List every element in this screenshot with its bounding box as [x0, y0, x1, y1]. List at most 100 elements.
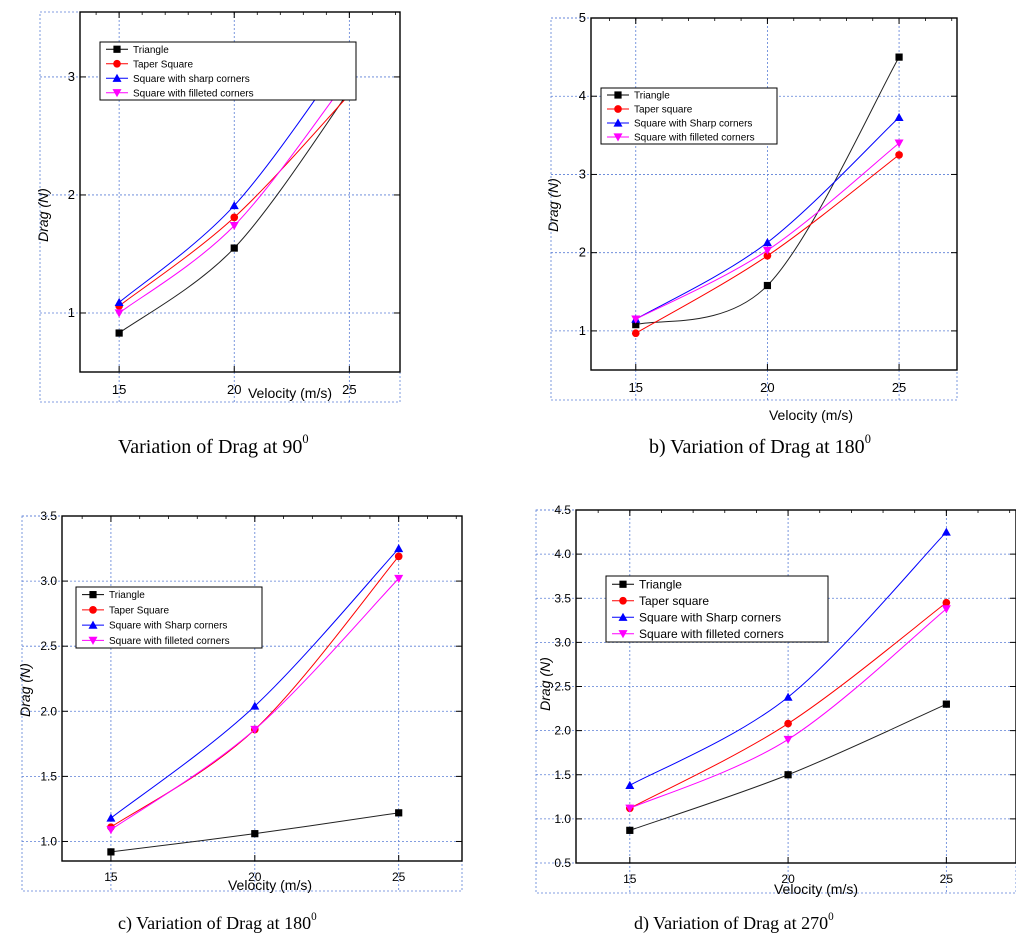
chart-c-legend-marker: [88, 620, 98, 629]
chart-b-data-point: [763, 281, 772, 290]
chart-c-data-point: [395, 809, 403, 817]
chart-c-data-point: [394, 544, 404, 553]
chart-panel-d: 0.5 1.0 1.5 2.0 2.5 3.0 3.5 4.0 4.5 15 20 25 Velocit…: [516, 500, 1016, 944]
chart-b-legend-label: Taper square: [634, 105, 693, 116]
chart-c-x-tick-label: 20: [248, 870, 262, 884]
chart-b-x-axis-label: Velocity (m/s): [769, 407, 853, 423]
chart-c-legend-label: Taper Square: [109, 605, 169, 616]
chart-c-legend-marker: [88, 636, 98, 645]
chart-d-series-0: [626, 700, 950, 834]
chart-a-y-tick-label: 3: [68, 69, 75, 84]
chart-c-data-point: [106, 826, 116, 835]
chart-d-data-point: [942, 700, 950, 708]
chart-b-svg: 1 2 3 4 5 15 20 25 Velocity (m/s) Drag (N) Triangl…: [545, 10, 958, 423]
chart-b-legend-marker: [613, 118, 623, 127]
chart-d-legend-label: Taper square: [639, 594, 709, 608]
chart-b-plot-frame: [590, 17, 958, 371]
chart-b-legend: Triangle Taper square Square with Sharp co…: [600, 87, 778, 145]
chart-panel-c: 1.0 1.5 2.0 2.5 3.0 3.5 15 20 25 Velocity (m/s) Dr…: [0, 500, 500, 944]
chart-d-x-tick-label: 20: [781, 872, 795, 886]
chart-d-legend-marker: [618, 630, 628, 639]
chart-c-caption-text: c) Variation of Drag at 180: [118, 913, 312, 933]
chart-b-y-tick-label: 5: [579, 10, 586, 25]
chart-a-data-point: [229, 201, 239, 210]
chart-a-caption-text: Variation of Drag at 90: [118, 436, 303, 458]
chart-c-x-axis-label: Velocity (m/s): [228, 877, 312, 893]
chart-d-y-axis-label: Drag (N): [537, 657, 553, 711]
chart-d-legend-marker: [619, 596, 627, 605]
chart-d-series-2: [625, 527, 951, 789]
chart-d-data-point: [784, 771, 792, 779]
chart-c-legend-marker: [89, 591, 97, 599]
chart-a-data-point: [114, 309, 124, 318]
chart-d-legend-box: [605, 575, 829, 643]
chart-b-series-0: [632, 53, 903, 329]
chart-b-x-tick-label: 25: [892, 380, 906, 395]
chart-b-series-1: [631, 151, 903, 338]
chart-a-caption-degree: 0: [302, 431, 309, 446]
chart-b-data-point: [762, 246, 772, 255]
chart-b-series-line: [635, 56, 900, 326]
chart-d-y-tick-label: 3.0: [554, 635, 571, 649]
chart-c-series-0: [107, 809, 403, 856]
chart-c-caption: c) Variation of Drag at 1800: [118, 910, 317, 934]
chart-c-series-3: [106, 574, 404, 835]
chart-a-legend-label: Square with filleted corners: [133, 88, 254, 99]
chart-c-data-point: [250, 725, 260, 735]
chart-b-data-point: [895, 53, 903, 61]
chart-a-x-tick-label: 15: [112, 382, 126, 397]
chart-c-data-point: [106, 813, 116, 822]
chart-c-legend-label: Square with filleted corners: [109, 636, 230, 647]
chart-c-data-point: [394, 552, 403, 561]
chart-b-legend-marker: [614, 105, 622, 113]
chart-b-caption-degree: 0: [864, 431, 871, 446]
chart-d-caption: d) Variation of Drag at 2700: [634, 911, 834, 934]
chart-b-series-3: [631, 139, 904, 324]
chart-c-legend-box: [75, 586, 263, 649]
chart-d-x-tick-label: 25: [940, 872, 954, 886]
chart-b-y-axis-label: Drag (N): [545, 178, 561, 232]
chart-d-y-tick-label: 1.5: [554, 768, 571, 782]
chart-c-y-tick-label: 3.5: [40, 509, 57, 523]
chart-a-y-tick-label: 2: [68, 187, 75, 202]
chart-a-x-tick-label: 20: [227, 382, 241, 397]
chart-b-caption: b) Variation of Drag at 1800: [649, 433, 871, 459]
chart-d-legend-marker: [619, 580, 627, 588]
chart-panel-b: 1 2 3 4 5 15 20 25 Velocity (m/s) Drag (N) Triangl…: [516, 0, 1016, 480]
chart-a-data-point: [115, 329, 123, 337]
chart-c-legend-marker: [89, 606, 97, 614]
chart-b-x-tick-label: 15: [629, 380, 643, 395]
chart-c-y-tick-label: 2.0: [40, 704, 57, 718]
chart-c-caption-degree: 0: [311, 910, 317, 923]
chart-c-guide-frame: [21, 515, 463, 892]
chart-d-y-tick-label: 0.5: [554, 856, 571, 870]
chart-d-legend-label: Square with filleted corners: [639, 627, 784, 641]
chart-b-caption-text: b) Variation of Drag at 180: [649, 436, 865, 458]
chart-c-y-tick-label: 2.5: [40, 639, 57, 653]
chart-d-y-tick-label: 4.0: [554, 547, 571, 561]
chart-c-y-tick-label: 1.0: [40, 834, 57, 848]
chart-d-data-point: [941, 527, 951, 536]
chart-b-legend-label: Square with Sharp corners: [634, 119, 752, 130]
chart-b-data-point: [895, 151, 903, 159]
chart-b-legend-label: Triangle: [634, 91, 670, 102]
chart-d-y-tick-label: 4.5: [554, 503, 571, 517]
chart-a-legend-marker: [112, 89, 122, 98]
chart-b-guide-lines: [550, 17, 958, 401]
chart-d-x-tick-label: 15: [623, 872, 637, 886]
chart-d-caption-text: d) Variation of Drag at 270: [634, 913, 829, 933]
chart-c-data-point: [394, 574, 404, 583]
chart-panel-a: 1 2 3 15 20 25 Velocity (m/s) Drag (N) Triangle T…: [0, 0, 500, 480]
chart-d-data-point: [784, 719, 792, 728]
chart-c-series-2: [106, 544, 404, 822]
chart-d-svg: 0.5 1.0 1.5 2.0 2.5 3.0 3.5 4.0 4.5 15 20 25 Velocit…: [535, 503, 1016, 897]
chart-d-data-point: [625, 780, 635, 789]
chart-b-data-point: [762, 237, 772, 247]
chart-c-legend: Triangle Taper Square Square with Sharp co…: [75, 586, 263, 649]
chart-a-y-axis-label: Drag (N): [35, 188, 51, 242]
chart-d-data-point: [626, 826, 634, 834]
chart-a-legend-marker: [112, 73, 122, 82]
chart-d-data-point: [942, 598, 951, 607]
chart-b-y-tick-label: 1: [579, 323, 586, 338]
